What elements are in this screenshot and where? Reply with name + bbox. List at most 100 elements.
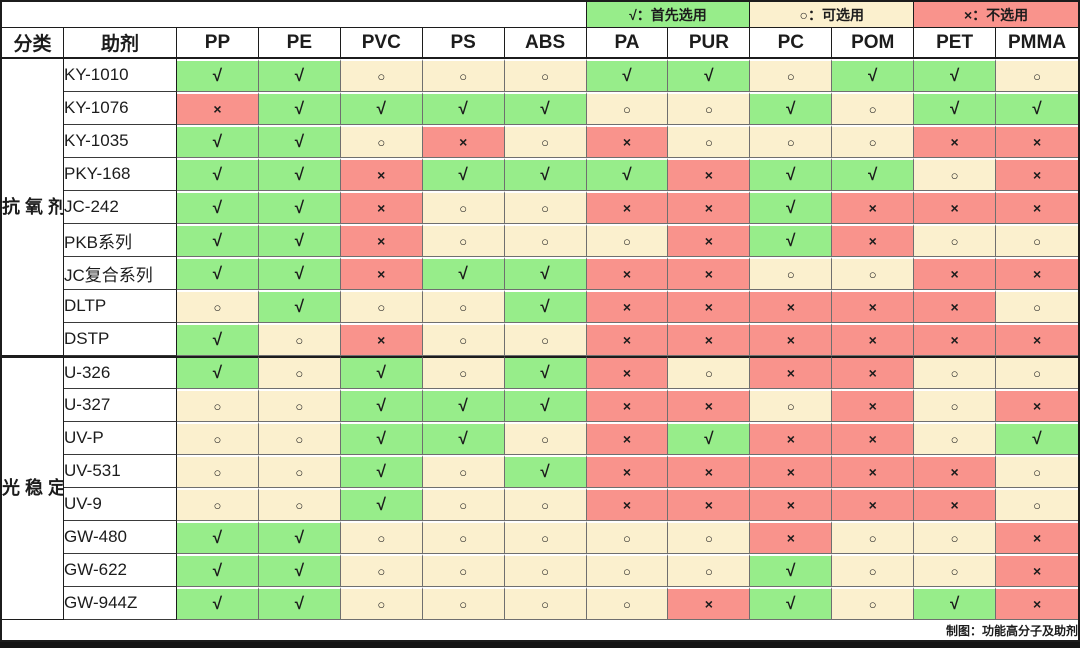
matrix-cell-preferred: √ [504, 356, 587, 389]
table-row: UV-9 ○ ○ √ ○ ○ × × × × × ○ [2, 488, 1078, 521]
matrix-cell-optional: ○ [668, 92, 751, 125]
additive-name: U-326 [64, 356, 177, 389]
matrix-cell-preferred: √ [586, 158, 669, 191]
matrix-cell-avoid: × [668, 389, 751, 422]
matrix-cell-optional: ○ [340, 59, 423, 92]
matrix-cell-optional: ○ [832, 125, 915, 158]
matrix-cell-optional: ○ [422, 224, 505, 257]
matrix-cell-avoid: × [996, 323, 1078, 356]
additive-name: UV-531 [64, 455, 177, 488]
additive-name: UV-P [64, 422, 177, 455]
matrix-cell-preferred: √ [504, 158, 587, 191]
matrix-cell-avoid: × [832, 224, 915, 257]
table-row: GW-622 √ √ ○ ○ ○ ○ ○ √ ○ ○ × [2, 554, 1078, 587]
matrix-cell-avoid: × [750, 290, 833, 323]
matrix-cell-optional: ○ [422, 521, 505, 554]
matrix-cell-optional: ○ [258, 323, 341, 356]
matrix-cell-optional: ○ [258, 389, 341, 422]
matrix-cell-optional: ○ [340, 587, 423, 620]
matrix-cell-avoid: × [914, 455, 997, 488]
matrix-cell-preferred: √ [668, 422, 751, 455]
matrix-cell-optional: ○ [668, 356, 751, 389]
matrix-cell-avoid: × [996, 257, 1078, 290]
matrix-cell-avoid: × [832, 290, 915, 323]
matrix-cell-optional: ○ [504, 587, 587, 620]
additive-name: DLTP [64, 290, 177, 323]
matrix-cell-preferred: √ [340, 488, 423, 521]
matrix-cell-avoid: × [668, 290, 751, 323]
matrix-cell-optional: ○ [504, 554, 587, 587]
column-header-row: 分类 助剂 PP PE PVC PS ABS PA PUR PC POM PET PMMA [2, 28, 1078, 59]
matrix-cell-optional: ○ [422, 290, 505, 323]
matrix-cell-optional: ○ [668, 125, 751, 158]
matrix-cell-preferred: √ [750, 92, 833, 125]
matrix-cell-optional: ○ [504, 224, 587, 257]
additive-name: JC复合系列 [64, 257, 177, 290]
row-group-label: 光 稳 定 剂 [2, 356, 64, 620]
matrix-cell-optional: ○ [914, 422, 997, 455]
table-row: UV-P ○ ○ √ √ ○ × √ × × ○ √ [2, 422, 1078, 455]
table-row: JC-242 √ √ × ○ ○ × × √ × × × [2, 191, 1078, 224]
table-row: PKB系列 √ √ × ○ ○ ○ × √ × ○ ○ [2, 224, 1078, 257]
matrix-cell-optional: ○ [177, 290, 259, 323]
matrix-cell-optional: ○ [422, 488, 505, 521]
matrix-cell-optional: ○ [914, 224, 997, 257]
matrix-cell-optional: ○ [504, 59, 587, 92]
matrix-cell-optional: ○ [177, 389, 259, 422]
col-header-category: 分类 [2, 28, 64, 59]
matrix-cell-avoid: × [914, 125, 997, 158]
matrix-cell-optional: ○ [258, 488, 341, 521]
matrix-cell-avoid: × [668, 587, 751, 620]
matrix-cell-optional: ○ [177, 422, 259, 455]
matrix-cell-optional: ○ [996, 455, 1078, 488]
table-row: 光 稳 定 剂U-326√○√○√×○××○○ [2, 356, 1078, 620]
additive-name: GW-480 [64, 521, 177, 554]
matrix-cell-avoid: × [750, 323, 833, 356]
legend-optional: ○：可选用 [750, 2, 915, 28]
col-header-pet: PET [914, 28, 997, 59]
matrix-cell-avoid: × [668, 455, 751, 488]
additive-name: UV-9 [64, 488, 177, 521]
matrix-cell-preferred: √ [504, 290, 587, 323]
matrix-cell-avoid: × [914, 488, 997, 521]
matrix-cell-optional: ○ [504, 125, 587, 158]
matrix-cell-optional: ○ [914, 356, 997, 389]
matrix-cell-optional: ○ [832, 257, 915, 290]
matrix-cell-optional: ○ [504, 323, 587, 356]
matrix-cell-avoid: × [586, 125, 669, 158]
matrix-cell-optional: ○ [258, 422, 341, 455]
matrix-cell-preferred: √ [177, 356, 259, 389]
matrix-cell-avoid: × [586, 356, 669, 389]
col-header-pa: PA [586, 28, 669, 59]
matrix-cell-optional: ○ [996, 356, 1078, 389]
matrix-cell-avoid: × [996, 191, 1078, 224]
additive-name: GW-944Z [64, 587, 177, 620]
matrix-cell-preferred: √ [258, 224, 341, 257]
matrix-cell-avoid: × [832, 356, 915, 389]
matrix-cell-preferred: √ [177, 554, 259, 587]
matrix-cell-preferred: √ [340, 422, 423, 455]
additive-name: U-327 [64, 389, 177, 422]
matrix-cell-preferred: √ [258, 554, 341, 587]
matrix-cell-optional: ○ [668, 554, 751, 587]
matrix-cell-preferred: √ [422, 158, 505, 191]
matrix-cell-optional: ○ [504, 422, 587, 455]
matrix-cell-avoid: × [586, 290, 669, 323]
matrix-cell-optional: ○ [996, 488, 1078, 521]
matrix-cell-avoid: × [750, 455, 833, 488]
legend-avoid: ×：不选用 [914, 2, 1078, 28]
bottom-bar [0, 642, 1080, 648]
matrix-cell-optional: ○ [832, 554, 915, 587]
matrix-cell-optional: ○ [422, 587, 505, 620]
matrix-cell-optional: ○ [177, 455, 259, 488]
matrix-cell-preferred: √ [504, 455, 587, 488]
matrix-cell-avoid: × [340, 224, 423, 257]
matrix-cell-avoid: × [996, 158, 1078, 191]
matrix-cell-preferred: √ [914, 59, 997, 92]
matrix-cell-optional: ○ [750, 125, 833, 158]
matrix-cell-preferred: √ [750, 158, 833, 191]
matrix-cell-avoid: × [668, 488, 751, 521]
matrix-cell-avoid: × [586, 191, 669, 224]
matrix-cell-optional: ○ [832, 521, 915, 554]
